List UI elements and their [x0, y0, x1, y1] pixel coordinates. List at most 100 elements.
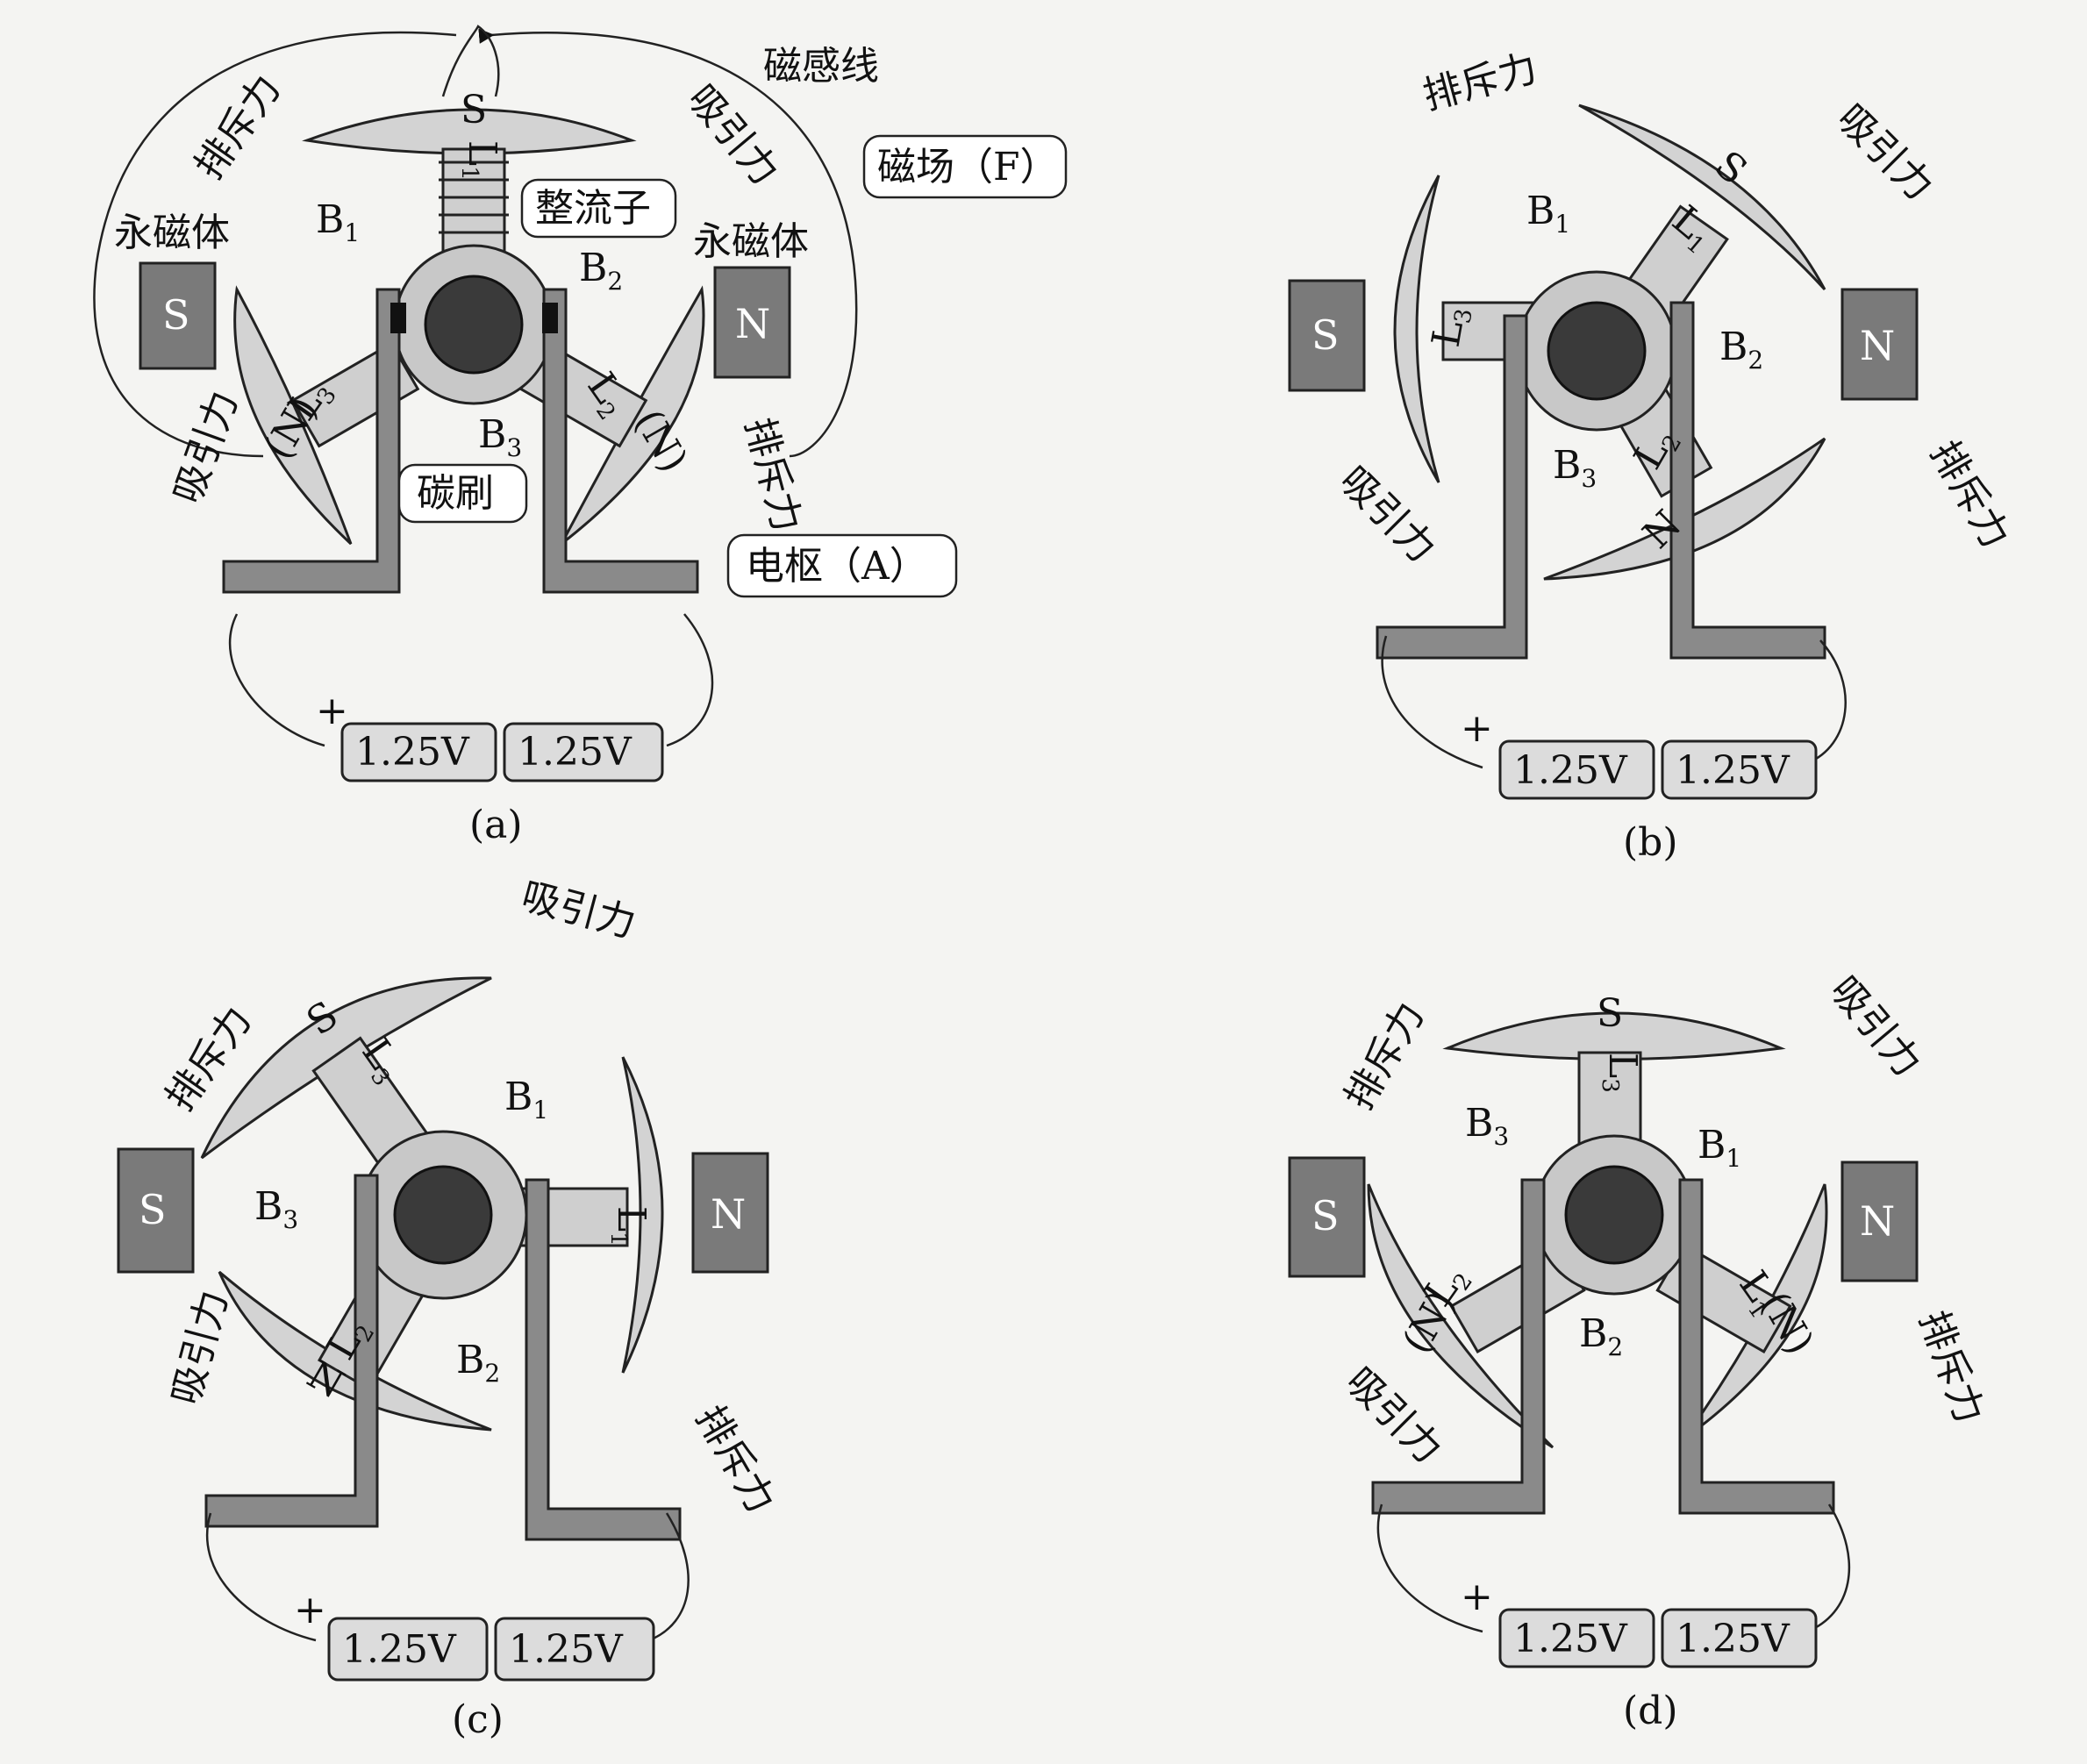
top-arm [441, 147, 506, 256]
c-magnet-left [117, 1147, 195, 1274]
l1-label: L1 [456, 140, 504, 181]
panel-a: S N 1.25V 1.25V + 磁感线 磁场（F） 整流子 碳刷 电枢（A）… [93, 25, 1068, 847]
magnet-right-title: 永磁体 [693, 219, 809, 264]
b-repel-label-1: 排斥力 [1419, 46, 1542, 118]
d-magnet-right [1840, 1161, 1919, 1282]
b-magnet-right-pole: N [1860, 322, 1895, 369]
c-b1-label: B1 [504, 1075, 548, 1125]
battery-2-voltage: 1.25V [518, 730, 633, 775]
left-pole-shoe [233, 285, 353, 546]
b-b3-label: B3 [1553, 443, 1597, 493]
d-battery-plus: + [1461, 1575, 1493, 1619]
b-left-rail [1376, 314, 1528, 660]
d-repel-label-2: 排斥力 [1911, 1305, 1992, 1429]
commutator-callout [520, 178, 677, 239]
b1-label: B1 [316, 197, 360, 247]
b2-label: B2 [579, 246, 623, 296]
top-pole-label: S [461, 88, 487, 132]
d-attract-label-1: 吸引力 [1821, 968, 1930, 1086]
c-battery-plus: + [294, 1588, 326, 1632]
brush-b1-block [390, 303, 406, 333]
d-b2-label: B2 [1579, 1311, 1623, 1361]
panel-c: S N 1.25V 1.25V + 排斥力 吸引力 吸引力 排斥力 B1 B2 … [117, 874, 783, 1742]
c-repel-label-2: 排斥力 [687, 1398, 783, 1521]
armature-callout [726, 533, 958, 598]
c-magnet-left-pole: S [139, 1186, 167, 1233]
c-battery-2 [494, 1617, 655, 1682]
field-callout [862, 134, 1068, 199]
b-magnet-left-pole: S [1312, 311, 1340, 359]
right-rail [542, 288, 699, 594]
c-battery-1 [327, 1617, 489, 1682]
d-b3-label: B3 [1465, 1101, 1509, 1151]
b-battery-wire-left [1381, 635, 1483, 769]
caption-b: (b) [1623, 820, 1678, 865]
c-top-left-shoe [200, 976, 492, 1160]
b-battery-1-voltage: 1.25V [1513, 748, 1628, 793]
top-coil [439, 161, 509, 234]
d-shaft [1564, 1165, 1664, 1265]
d-left-shoe [1367, 1183, 1555, 1449]
b3-label: B3 [478, 412, 522, 462]
c-battery-wire-right [648, 1512, 690, 1642]
b-magnet-left [1288, 279, 1366, 392]
b-l3-label: L3 [1424, 303, 1478, 351]
b-battery-wire-right [1806, 639, 1847, 765]
c-left-rail [204, 1174, 379, 1528]
b-shaft [1547, 301, 1647, 401]
commutator-label: 整流子 [535, 186, 651, 231]
brush-b2-block [542, 303, 558, 333]
d-b1-label: B1 [1697, 1123, 1741, 1173]
d-battery-2 [1661, 1608, 1818, 1668]
magnet-left [139, 261, 217, 370]
panel-b: S N 1.25V 1.25V + 排斥力 吸引力 吸引力 排斥力 B1 B2 … [1288, 46, 2018, 865]
b-magnet-right [1840, 288, 1919, 401]
d-l3-label: L3 [1597, 1053, 1645, 1093]
shaft [424, 275, 524, 375]
caption-d: (d) [1623, 1689, 1678, 1733]
b-battery-2 [1661, 739, 1818, 800]
attract-label-1: 吸引力 [679, 76, 788, 194]
c-battery-wire-left [205, 1512, 317, 1642]
field-line-right [478, 28, 858, 458]
battery-wire-left [228, 613, 325, 747]
c-magnet-right [691, 1152, 769, 1274]
c-battery-1-voltage: 1.25V [342, 1627, 457, 1672]
brush-label: 碳刷 [417, 471, 494, 516]
field-lines-label: 磁感线 [763, 44, 879, 89]
battery-1-voltage: 1.25V [355, 730, 470, 775]
c-b3-label: B3 [254, 1184, 298, 1234]
b-battery-2-voltage: 1.25V [1676, 748, 1790, 793]
panel-d: S N 1.25V 1.25V + 排斥力 吸引力 吸引力 排斥力 B1 B2 … [1288, 968, 1992, 1733]
d-magnet-left [1288, 1156, 1366, 1278]
b-b1-label: B1 [1526, 189, 1570, 239]
magnet-right-pole: N [735, 300, 770, 347]
d-magnet-right-pole: N [1860, 1197, 1895, 1245]
d-top-pole-shoe [1442, 1011, 1786, 1061]
d-top-pole-label: S [1597, 991, 1623, 1036]
battery-wire-right [666, 613, 714, 747]
caption-a: (a) [469, 803, 523, 847]
d-repel-label-1: 排斥力 [1337, 995, 1433, 1118]
d-battery-1-voltage: 1.25V [1513, 1617, 1628, 1661]
d-left-rail [1371, 1178, 1546, 1515]
c-b2-label: B2 [456, 1338, 500, 1388]
b-b2-label: B2 [1719, 325, 1763, 375]
d-battery-1 [1498, 1608, 1655, 1668]
battery-2 [503, 722, 664, 782]
b-attract-label-2: 吸引力 [1331, 458, 1444, 571]
attract-label-2: 吸引力 [165, 385, 247, 509]
top-pole-shoe [302, 108, 637, 155]
field-line-left [93, 31, 457, 458]
field-line-inner [441, 25, 500, 97]
magnet-left-title: 永磁体 [114, 211, 230, 255]
caption-c: (c) [452, 1697, 504, 1742]
d-magnet-left-pole: S [1312, 1192, 1340, 1239]
b-top-right-shoe [1578, 104, 1826, 291]
d-attract-label-2: 吸引力 [1337, 1359, 1450, 1472]
battery-plus: + [316, 689, 348, 733]
c-l1-label: L1 [605, 1206, 654, 1246]
magnet-left-pole: S [162, 291, 190, 339]
